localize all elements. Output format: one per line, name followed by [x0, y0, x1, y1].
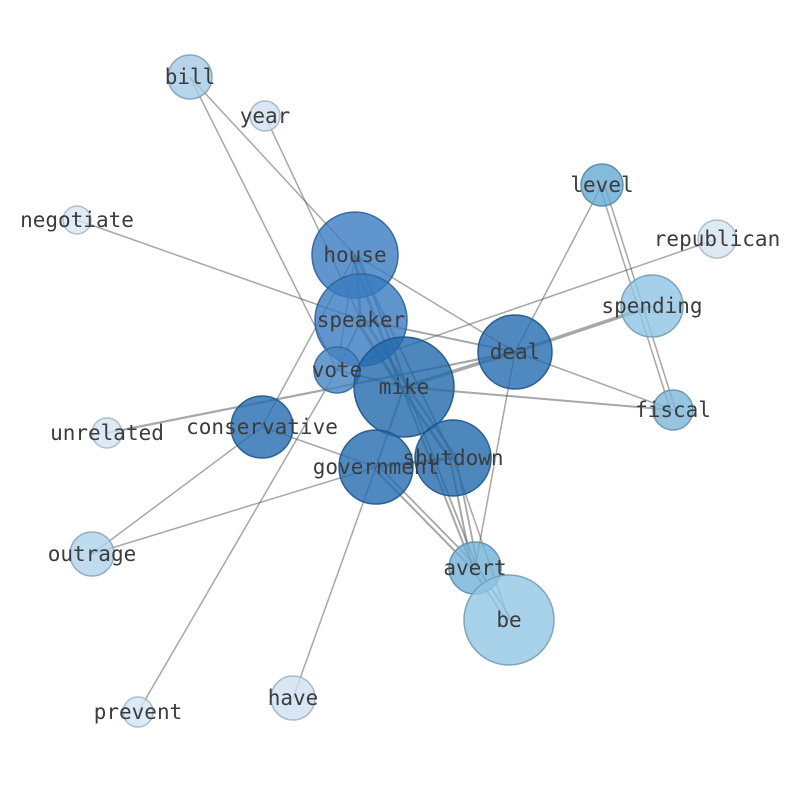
node-negotiate [62, 205, 92, 235]
node-level [580, 163, 624, 207]
edge-outrage-conservative [91, 426, 263, 555]
node-mike [353, 336, 455, 438]
node-fiscal [652, 389, 694, 431]
node-be [463, 574, 555, 666]
edge-negotiate-speaker [76, 219, 362, 321]
node-conservative [230, 395, 294, 459]
edge-have-government [292, 466, 377, 699]
node-outrage [69, 531, 115, 577]
node-unrelated [91, 417, 123, 449]
node-bill [167, 54, 213, 100]
node-have [270, 675, 316, 721]
node-spending [620, 274, 684, 338]
edge-bill-vote [189, 76, 338, 371]
edge-prevent-vote [137, 369, 338, 713]
node-government [338, 429, 414, 505]
edge-outrage-government [91, 466, 377, 555]
node-prevent [122, 696, 154, 728]
node-shutdown [414, 419, 492, 497]
nodes-layer [62, 54, 737, 728]
node-year [249, 100, 281, 132]
node-republican [697, 219, 737, 259]
node-deal [477, 314, 553, 390]
node-vote [313, 346, 361, 394]
